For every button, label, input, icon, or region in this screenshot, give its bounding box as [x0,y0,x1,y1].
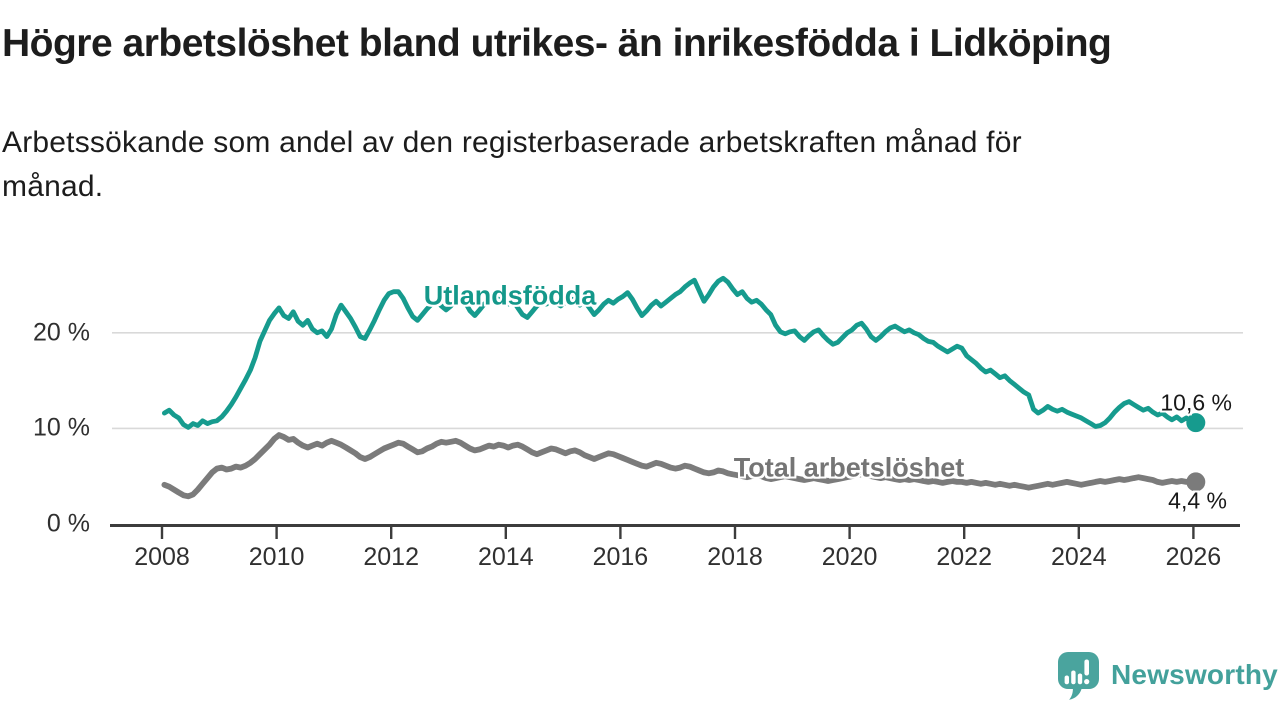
series-line-0 [161,275,1199,430]
x-axis [110,524,1240,539]
gridlines [112,331,1243,430]
x-axis-tick-label-2022: 2022 [936,543,992,571]
newsworthy-logo-text: Newsworthy [1111,659,1278,690]
x-axis-tick-label-2018: 2018 [707,543,763,571]
series-label-utlandsfodda: Utlandsfödda [423,280,597,311]
chart-subtitle: Arbetssökande som andel av den registerb… [2,121,1187,209]
subtitle-line-2: månad. [2,170,104,203]
newsworthy-logo-icon [1058,652,1099,700]
y-axis-tick-label-10: 10 % [33,413,90,442]
x-axis-tick-label-2012: 2012 [363,543,419,571]
x-axis-tick-label-2016: 2016 [592,543,649,571]
newsworthy-logo[interactable]: Newsworthy [1054,648,1278,702]
x-axis-tick-label-2026: 2026 [1165,543,1222,571]
x-axis-tick-label-2024: 2024 [1050,543,1107,571]
x-axis-tick-label-2014: 2014 [477,543,534,571]
series-line-1 [161,432,1199,500]
subtitle-line-1: Arbetssökande som andel av den registerb… [2,126,1022,159]
page-title: Högre arbetslöshet bland utrikes- än inr… [2,22,1112,65]
x-axis-tick-label-2008: 2008 [134,543,190,571]
x-axis-tick-label-2010: 2010 [248,543,305,571]
series-lines [161,275,1199,500]
series-label-total-arbetsloshet: Total arbetslöshet [733,452,965,483]
x-axis-tick-label-2020: 2020 [821,543,878,571]
y-axis-tick-label-0: 0 % [46,509,90,538]
y-axis-tick-label-20: 20 % [33,318,90,347]
end-value-label-utlandsfodda: 10,6 % [1160,389,1232,416]
series-end-dots [1186,413,1206,492]
series-end-dot-1 [1186,472,1206,492]
end-value-label-total: 4,4 % [1168,487,1227,514]
series-end-dot-0 [1186,413,1206,433]
